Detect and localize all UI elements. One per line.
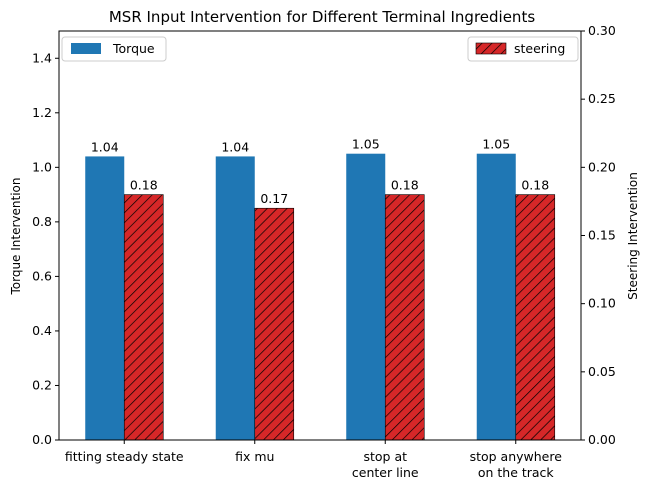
y-right-tick-label-3: 0.15 <box>588 228 616 243</box>
steering-bar-0 <box>123 194 164 441</box>
torque-value-label-0: 1.04 <box>91 139 119 154</box>
legend-torque: Torque <box>61 36 167 62</box>
torque-bar-3 <box>476 153 516 440</box>
y-right-tick-label-6: 0.30 <box>588 23 616 38</box>
y-left-tick-label-1: 0.2 <box>32 377 52 392</box>
y-right-tick-label-5: 0.25 <box>588 91 616 106</box>
y-right-tick-label-2: 0.10 <box>588 296 616 311</box>
x-tick-label-3: stop anywhere on the track <box>470 449 563 480</box>
torque-bar-2 <box>346 153 386 440</box>
y-axis-right-label: Steering Intervention <box>626 172 640 300</box>
y-axis-left-label: Torque Intervention <box>9 177 23 295</box>
steering-bar-3 <box>515 194 556 441</box>
chart-title: MSR Input Intervention for Different Ter… <box>109 8 535 26</box>
y-right-tick-label-4: 0.20 <box>588 159 616 174</box>
y-right-tick-label-0: 0.00 <box>588 432 616 447</box>
steering-value-label-2: 0.18 <box>391 178 419 193</box>
torque-value-label-1: 1.04 <box>221 139 249 154</box>
y-left-tick-label-7: 1.4 <box>32 50 52 65</box>
x-tick-label-0: fitting steady state <box>65 449 184 464</box>
plot-area: 1.04 1.04 1.05 1.05 0.18 0.17 0.18 0.18 0.0 0.2 0.… <box>32 23 616 480</box>
y-left-tick-label-5: 1.0 <box>32 159 52 174</box>
torque-bar-1 <box>215 156 255 440</box>
steering-value-label-1: 0.17 <box>260 191 288 206</box>
x-tick-label-1: fix mu <box>235 449 274 464</box>
steering-value-label-3: 0.18 <box>521 178 549 193</box>
y-left-tick-label-6: 1.2 <box>32 105 52 120</box>
steering-value-label-0: 0.18 <box>130 178 158 193</box>
y-left-tick-label-2: 0.4 <box>32 323 52 338</box>
legend-torque-swatch <box>71 43 101 54</box>
steering-bar-1 <box>254 207 295 441</box>
torque-value-label-3: 1.05 <box>482 137 510 152</box>
y-left-tick-label-3: 0.6 <box>32 268 52 283</box>
torque-bar-0 <box>85 156 125 440</box>
y-left-tick-label-4: 0.8 <box>32 214 52 229</box>
y-right-tick-label-1: 0.05 <box>588 364 616 379</box>
legend-steering: steering <box>467 36 579 62</box>
steering-bar-2 <box>384 194 425 441</box>
legend-steering-swatch <box>475 42 507 55</box>
y-left-tick-label-0: 0.0 <box>32 432 52 447</box>
legend-steering-label: steering <box>514 41 565 56</box>
torque-value-label-2: 1.05 <box>352 137 380 152</box>
x-tick-label-2: stop at center line <box>352 449 419 480</box>
legend-torque-label: Torque <box>112 41 155 56</box>
